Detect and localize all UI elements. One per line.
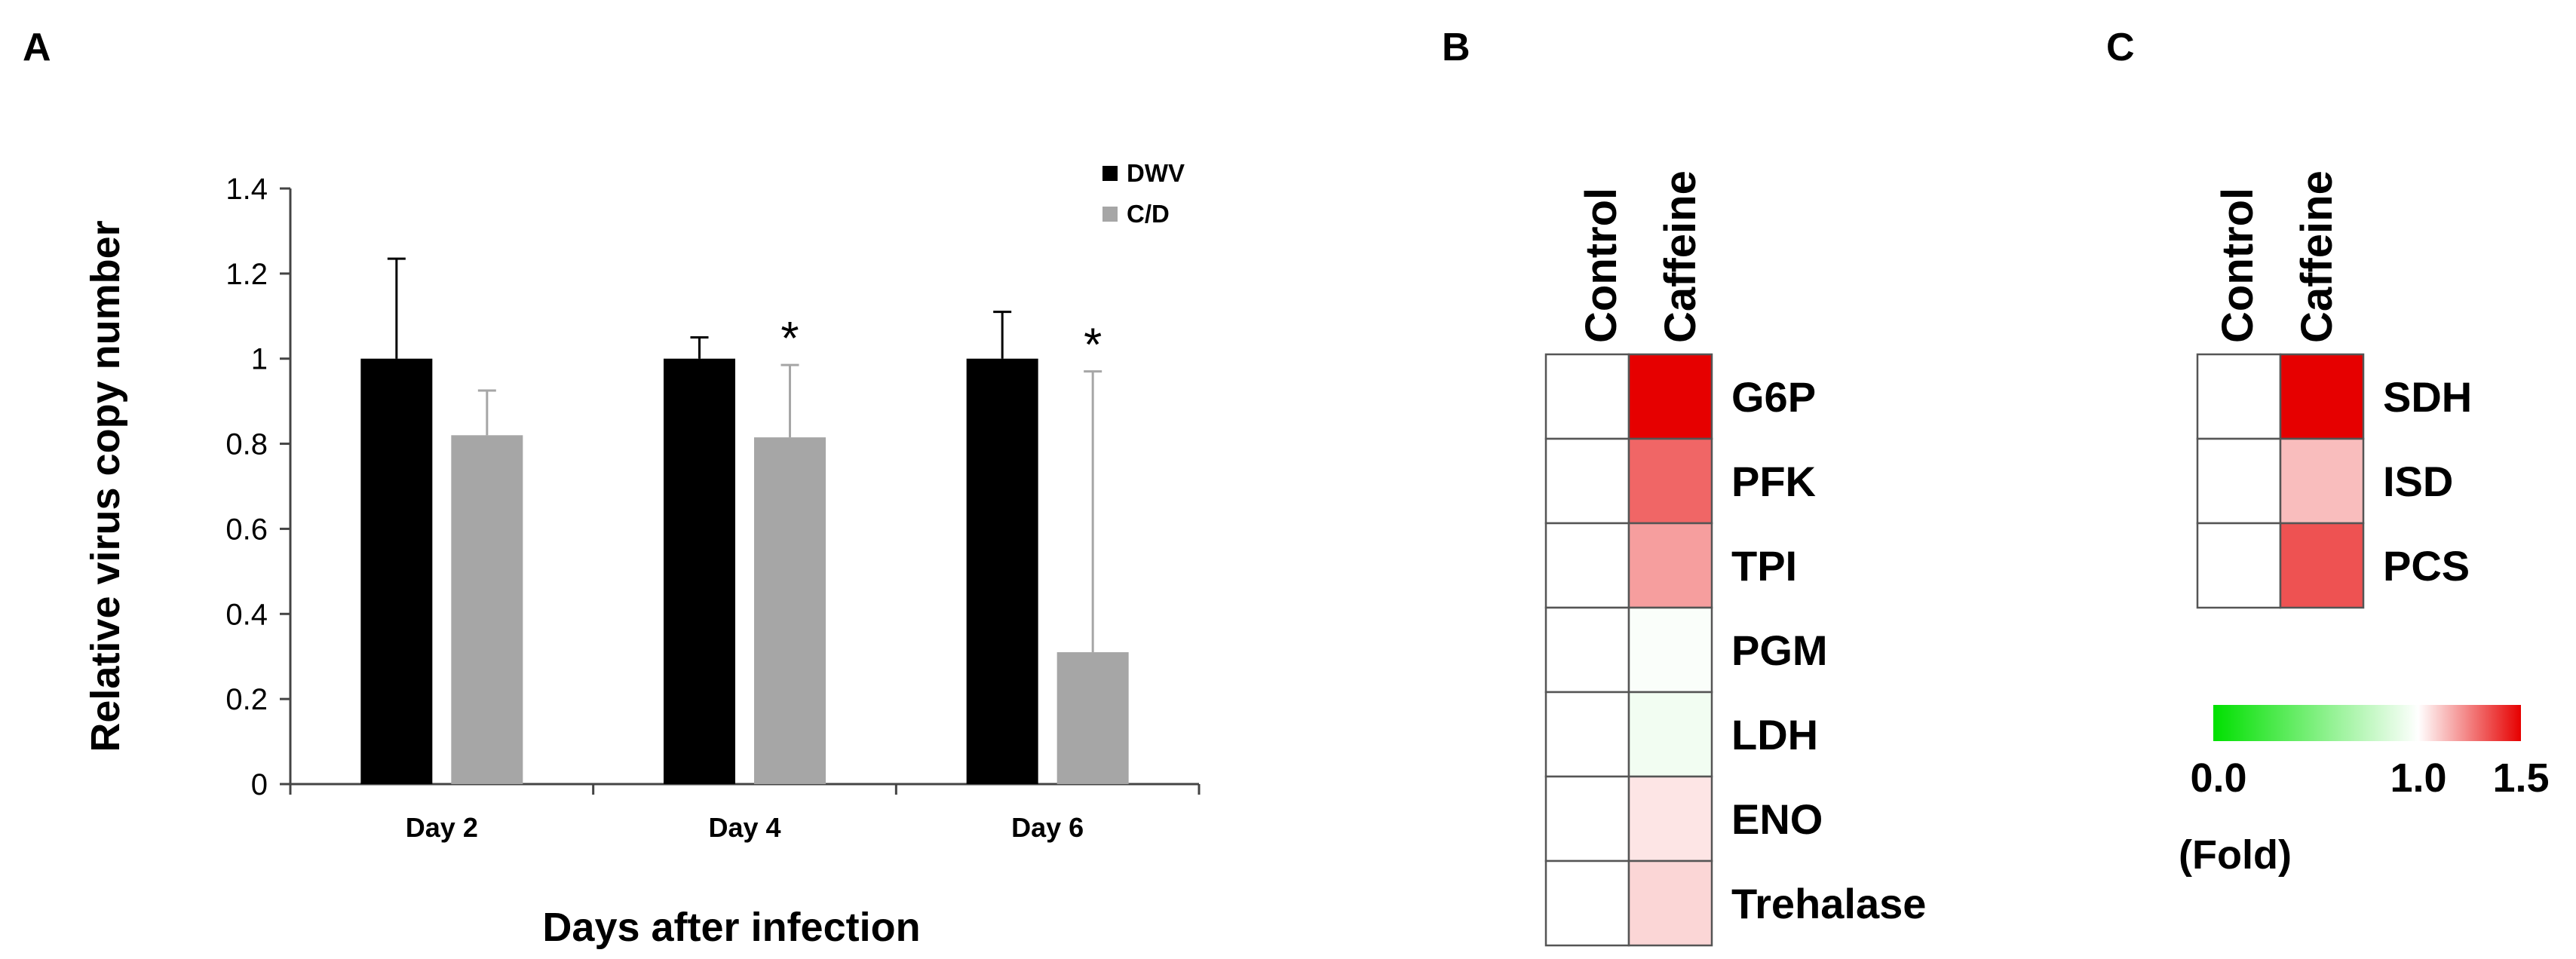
panel-a-label: A [23, 26, 51, 69]
bar-cd [451, 435, 523, 784]
heatmap-cell [1627, 353, 1713, 440]
heatmap-cell [1544, 691, 1630, 778]
bar-dwv [664, 358, 735, 784]
row-label: PCS [2383, 542, 2470, 590]
heatmap-cell [1627, 522, 1713, 609]
heatmap-cell [1544, 437, 1630, 525]
row-label: LDH [1731, 711, 1818, 758]
bar-chart: 00.20.40.60.811.21.4 Day 2 Day 4 Day 6 * * … [83, 159, 1201, 950]
heatmap-cell [1544, 859, 1630, 947]
x-axis-title: Days after infection [542, 905, 920, 950]
y-tick-label: 0.6 [225, 513, 268, 546]
y-tick-label: 0.2 [225, 683, 268, 716]
column-header-caffeine: Caffeine [2292, 170, 2341, 343]
bar-dwv [966, 358, 1038, 784]
significance-marker: * [780, 313, 799, 365]
heatmap-cell [1627, 775, 1713, 862]
heatmap-cell [1544, 353, 1630, 440]
y-tick-label: 0.4 [225, 598, 268, 631]
x-tick-label: Day 4 [708, 812, 780, 843]
heatmap-c: Control Caffeine SDH ISD PCS 0.0 1.0 1.5 (… [2179, 170, 2550, 878]
row-label: Trehalase [1731, 880, 1926, 927]
heatmap-cell [2196, 437, 2282, 525]
heatmap-cell [2279, 353, 2365, 440]
significance-marker: * [1084, 320, 1102, 372]
y-axis-title: Relative virus copy number [83, 220, 128, 752]
heatmap-cell [2196, 522, 2282, 609]
legend-label-dwv: DWV [1127, 159, 1185, 187]
heatmap-cell [1627, 859, 1713, 947]
row-label: G6P [1731, 373, 1816, 421]
column-header-control: Control [2213, 188, 2262, 343]
legend-swatch-cd [1102, 207, 1118, 222]
heatmap-cell [2196, 353, 2282, 440]
y-tick-label: 1 [251, 343, 268, 376]
y-tick-label: 1.4 [225, 173, 268, 206]
colorbar-mid-label: 1.0 [2390, 755, 2446, 801]
x-tick-label: Day 6 [1011, 812, 1084, 843]
heatmap-cell [1627, 691, 1713, 778]
bar-cd [1056, 652, 1129, 784]
row-label: SDH [2383, 373, 2472, 421]
bar-cd [754, 437, 826, 784]
row-label: PFK [1731, 458, 1816, 505]
legend-swatch-dwv [1102, 166, 1118, 181]
colorbar-min-label: 0.0 [2190, 755, 2246, 801]
heatmap-cell [1627, 437, 1713, 525]
x-tick-label: Day 2 [406, 812, 478, 843]
colorbar-max-label: 1.5 [2492, 755, 2549, 801]
heatmap-cell [1544, 606, 1630, 694]
column-header-caffeine: Caffeine [1656, 170, 1705, 343]
row-label: TPI [1731, 542, 1797, 590]
row-label: PGM [1731, 627, 1828, 674]
heatmap-cell [1544, 522, 1630, 609]
colorbar-title: (Fold) [2179, 832, 2292, 878]
y-tick-label: 0 [251, 768, 268, 801]
heatmap-cell [2279, 522, 2365, 609]
column-header-control: Control [1577, 188, 1626, 343]
heatmap-b: Control Caffeine G6P PFK TPI PGM LDH ENO Treha… [1544, 170, 1926, 947]
heatmap-cell [2279, 437, 2365, 525]
heatmap-cell [1627, 606, 1713, 694]
legend: DWV C/D [1102, 159, 1185, 228]
panel-c-label: C [2106, 26, 2135, 69]
y-tick-label: 0.8 [225, 428, 268, 461]
bar-dwv [360, 358, 433, 784]
y-tick-label: 1.2 [225, 258, 268, 291]
panel-b-label: B [1442, 26, 1470, 69]
row-label: ENO [1731, 795, 1823, 843]
colorbar [2213, 705, 2521, 741]
legend-label-cd: C/D [1127, 200, 1170, 228]
heatmap-cell [1544, 775, 1630, 862]
row-label: ISD [2383, 458, 2453, 505]
